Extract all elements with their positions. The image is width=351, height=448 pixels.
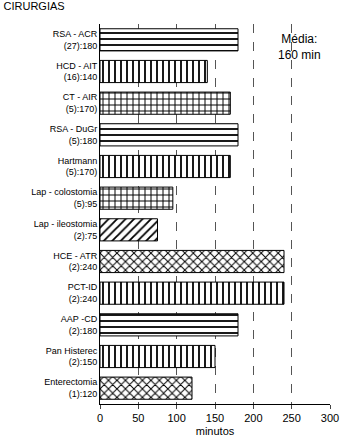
svg-text:PCT-ID(2):240: PCT-ID(2):240	[68, 282, 98, 304]
svg-text:Hartmann(5):170): Hartmann(5):170)	[58, 156, 98, 178]
svg-text:CT - AIR(5):170): CT - AIR(5):170)	[63, 92, 98, 114]
svg-text:RSA - DuGr(5):180: RSA - DuGr(5):180	[50, 124, 98, 146]
svg-text:50: 50	[132, 412, 144, 424]
svg-text:RSA - ACR(27):180: RSA - ACR(27):180	[53, 29, 98, 51]
svg-text:HCE - ATR(2):240: HCE - ATR(2):240	[53, 251, 97, 273]
svg-text:250: 250	[282, 412, 300, 424]
svg-text:Pan Histerec(2):150: Pan Histerec(2):150	[46, 346, 98, 368]
svg-text:Média:160 min: Média:160 min	[278, 32, 321, 62]
svg-text:HCD - AIT(16):140: HCD - AIT(16):140	[56, 61, 98, 83]
svg-text:Lap - ileostomia(2):75: Lap - ileostomia(2):75	[34, 219, 98, 241]
svg-text:AAP -CD(2):180: AAP -CD(2):180	[61, 314, 98, 336]
svg-text:CIRURGIAS: CIRURGIAS	[4, 0, 65, 12]
svg-text:100: 100	[167, 412, 185, 424]
svg-text:Enterectomia(1):120: Enterectomia(1):120	[44, 377, 97, 399]
svg-text:300: 300	[321, 412, 339, 424]
svg-text:Lap - colostomia(5):95: Lap - colostomia(5):95	[31, 187, 97, 209]
svg-text:0: 0	[97, 412, 103, 424]
svg-text:minutos: minutos	[196, 425, 235, 437]
svg-text:150: 150	[206, 412, 224, 424]
svg-text:200: 200	[244, 412, 262, 424]
